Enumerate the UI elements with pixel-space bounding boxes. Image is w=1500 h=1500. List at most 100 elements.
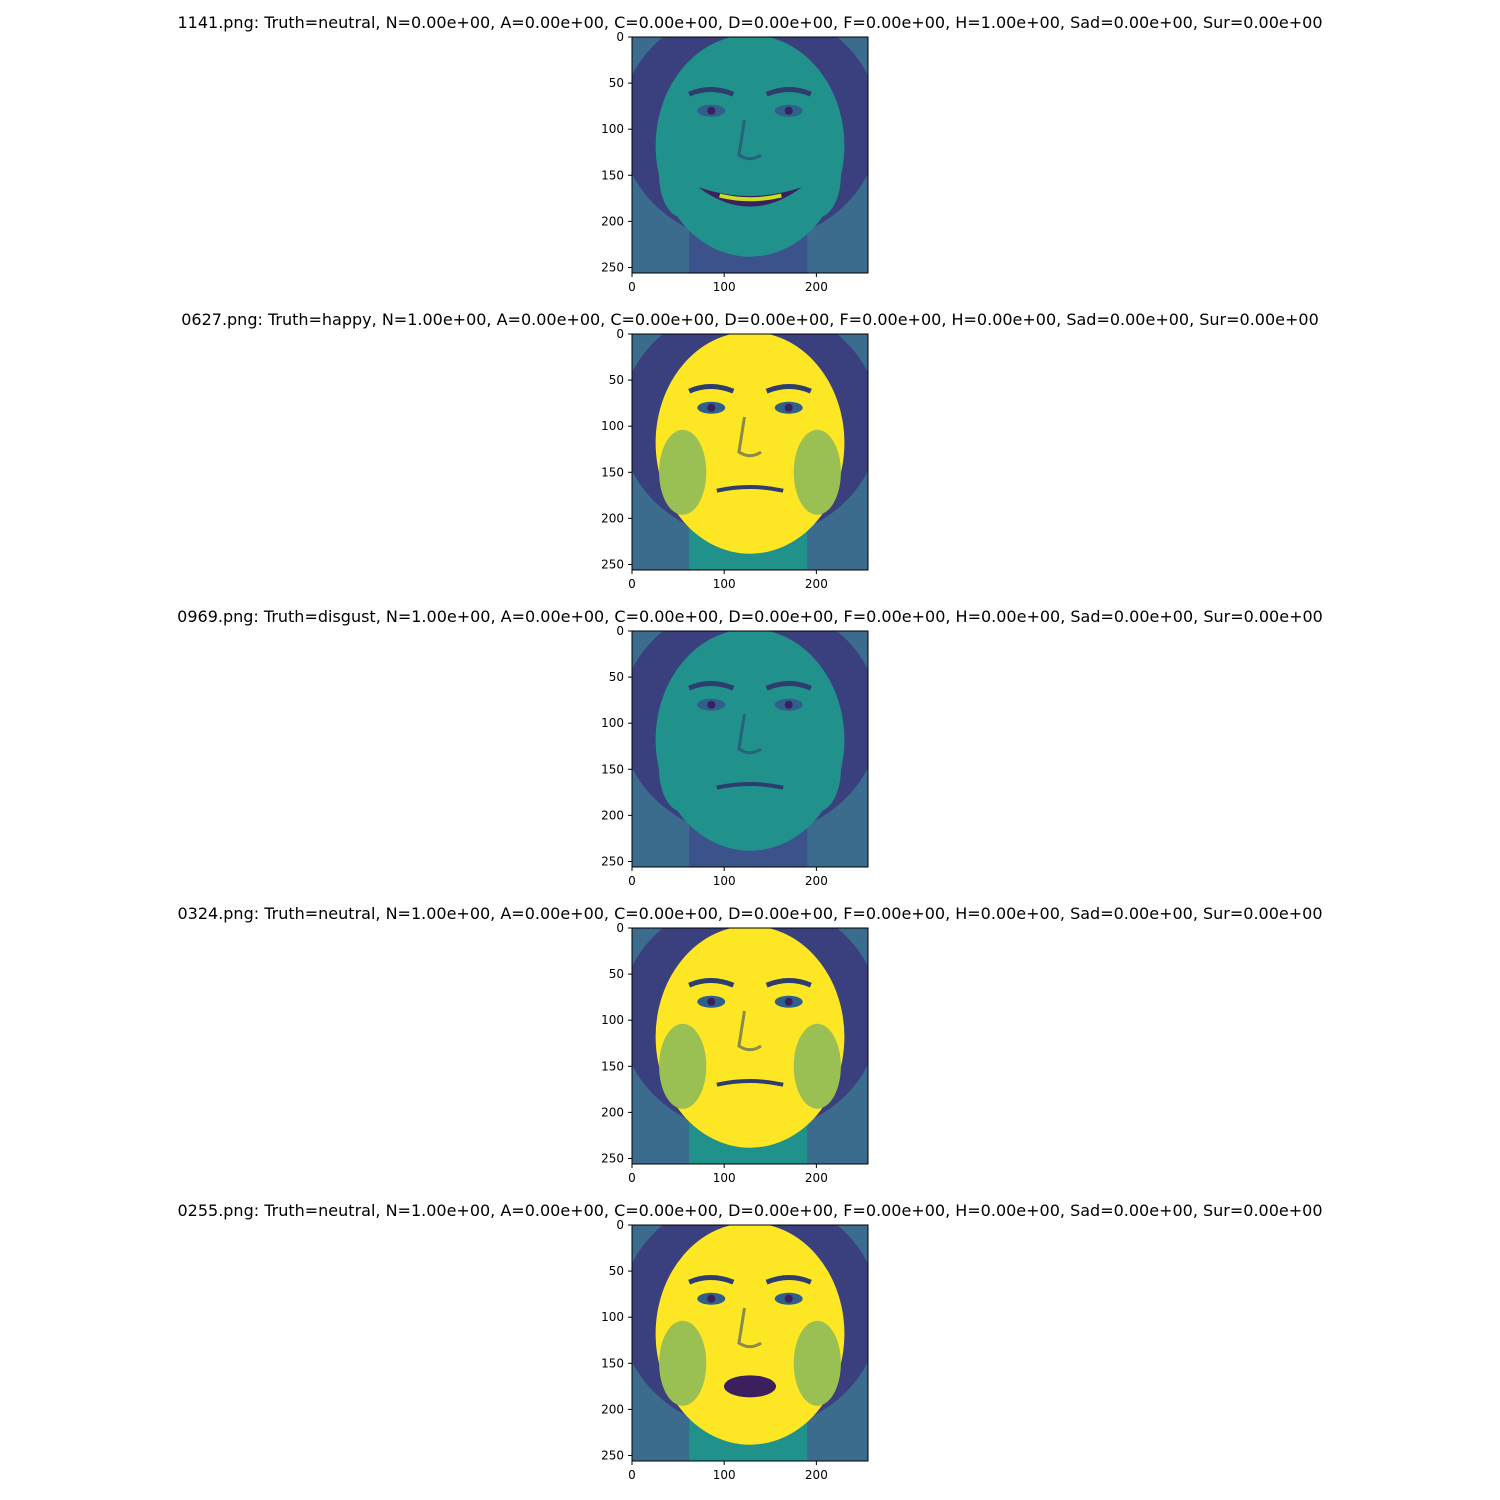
nose <box>737 119 762 161</box>
x-tick-label: 200 <box>805 1468 828 1482</box>
y-tick-label: 100 <box>601 1310 624 1324</box>
x-tick-label: 0 <box>628 280 636 294</box>
cheek-left <box>659 429 707 515</box>
pupil-left <box>707 106 716 115</box>
pupil-right <box>784 106 793 115</box>
x-tick-label: 0 <box>628 874 636 888</box>
axes-frame <box>631 1224 869 1462</box>
panel-title: 0324.png: Truth=neutral, N=1.00e+00, A=0… <box>177 904 1322 923</box>
pupil-right <box>784 403 793 412</box>
panel-title: 1141.png: Truth=neutral, N=0.00e+00, A=0… <box>177 13 1322 32</box>
pupil-left <box>707 1294 716 1303</box>
face-image <box>632 1225 868 1461</box>
cheek-left <box>659 1023 707 1109</box>
brow-right <box>765 384 812 394</box>
panels: 1141.png: Truth=neutral, N=0.00e+00, A=0… <box>177 13 1323 1482</box>
cheek-right <box>793 429 841 515</box>
teeth <box>719 193 782 202</box>
brow-right <box>765 978 812 988</box>
y-tick-label: 50 <box>609 670 624 684</box>
mouth-open <box>724 1375 776 1398</box>
y-tick-label: 200 <box>601 1105 624 1119</box>
x-tick-label: 0 <box>628 1171 636 1185</box>
panel-5: 0255.png: Truth=neutral, N=1.00e+00, A=0… <box>177 1201 1322 1482</box>
y-tick-label: 250 <box>601 557 624 571</box>
x-tick-label: 0 <box>628 1468 636 1482</box>
y-tick-label: 100 <box>601 1013 624 1027</box>
y-tick-label: 250 <box>601 1448 624 1462</box>
axes-frame <box>631 630 869 868</box>
x-tick-label: 100 <box>713 874 736 888</box>
brow-right <box>765 87 812 97</box>
axes-frame <box>631 36 869 274</box>
y-tick-label: 0 <box>616 327 624 341</box>
panel-title: 0255.png: Truth=neutral, N=1.00e+00, A=0… <box>177 1201 1322 1220</box>
panel-2: 0627.png: Truth=happy, N=1.00e+00, A=0.0… <box>181 310 1319 591</box>
nose <box>737 713 762 755</box>
panel-3: 0969.png: Truth=disgust, N=1.00e+00, A=0… <box>177 607 1323 888</box>
cheek-right <box>793 1023 841 1109</box>
x-tick-label: 200 <box>805 1171 828 1185</box>
pupil-right <box>784 1294 793 1303</box>
y-tick-label: 0 <box>616 30 624 44</box>
panel-4: 0324.png: Truth=neutral, N=1.00e+00, A=0… <box>177 904 1322 1185</box>
x-tick-label: 0 <box>628 577 636 591</box>
panel-title: 0627.png: Truth=happy, N=1.00e+00, A=0.0… <box>181 310 1319 329</box>
x-tick-label: 200 <box>805 577 828 591</box>
axes-frame <box>631 333 869 571</box>
y-tick-label: 250 <box>601 854 624 868</box>
y-tick-label: 50 <box>609 967 624 981</box>
cheek-right <box>793 1320 841 1406</box>
y-tick-label: 50 <box>609 373 624 387</box>
y-tick-label: 150 <box>601 1356 624 1370</box>
y-tick-label: 200 <box>601 214 624 228</box>
x-tick-label: 100 <box>713 280 736 294</box>
y-tick-label: 200 <box>601 808 624 822</box>
brow-left <box>688 1275 735 1285</box>
y-tick-label: 200 <box>601 1402 624 1416</box>
brow-right <box>765 1275 812 1285</box>
mouth-smile <box>698 187 802 207</box>
x-tick-label: 200 <box>805 874 828 888</box>
brow-left <box>688 87 735 97</box>
cheek-right <box>793 132 841 218</box>
y-tick-label: 50 <box>609 1264 624 1278</box>
nose <box>737 1010 762 1052</box>
nose <box>737 416 762 458</box>
y-tick-label: 250 <box>601 1151 624 1165</box>
x-tick-label: 100 <box>713 1171 736 1185</box>
pupil-right <box>784 997 793 1006</box>
nose <box>737 1307 762 1349</box>
cheek-right <box>793 726 841 812</box>
y-tick-label: 100 <box>601 716 624 730</box>
face-image <box>632 631 868 867</box>
brow-left <box>688 978 735 988</box>
y-tick-label: 0 <box>616 921 624 935</box>
x-tick-label: 200 <box>805 280 828 294</box>
y-tick-label: 50 <box>609 76 624 90</box>
x-tick-label: 100 <box>713 1468 736 1482</box>
y-tick-label: 150 <box>601 762 624 776</box>
pupil-left <box>707 997 716 1006</box>
mouth-neutral <box>716 485 784 493</box>
brow-left <box>688 384 735 394</box>
y-tick-label: 150 <box>601 1059 624 1073</box>
cheek-left <box>659 726 707 812</box>
face-image <box>632 334 868 570</box>
face-image <box>632 928 868 1164</box>
mouth-neutral <box>716 782 784 790</box>
panel-title: 0969.png: Truth=disgust, N=1.00e+00, A=0… <box>177 607 1323 626</box>
y-tick-label: 250 <box>601 260 624 274</box>
x-tick-label: 100 <box>713 577 736 591</box>
pupil-left <box>707 403 716 412</box>
y-tick-label: 0 <box>616 1218 624 1232</box>
brow-right <box>765 681 812 691</box>
cheek-left <box>659 132 707 218</box>
y-tick-label: 200 <box>601 511 624 525</box>
y-tick-label: 150 <box>601 465 624 479</box>
y-tick-label: 0 <box>616 624 624 638</box>
y-tick-label: 150 <box>601 168 624 182</box>
y-tick-label: 100 <box>601 122 624 136</box>
y-tick-label: 100 <box>601 419 624 433</box>
